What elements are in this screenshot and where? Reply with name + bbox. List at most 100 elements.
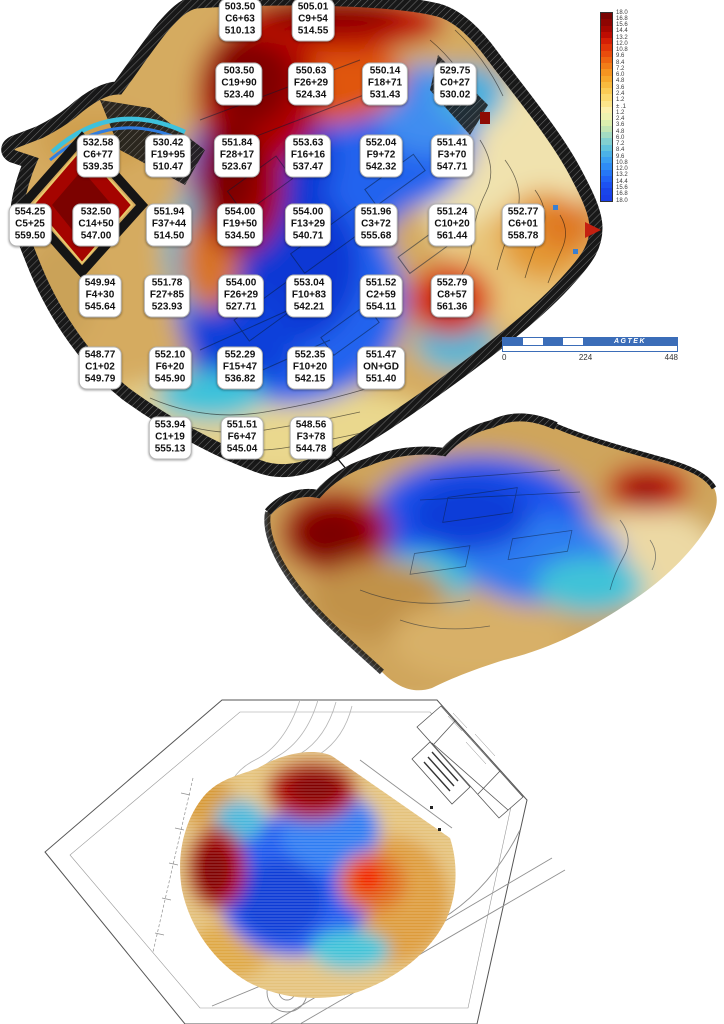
legend-tick: 13.2 xyxy=(616,172,628,179)
legend-band xyxy=(601,50,612,57)
legend-tick: 16.8 xyxy=(616,191,628,198)
title-block xyxy=(411,705,524,819)
station-data-label: 548.77 C1+02 549.79 xyxy=(78,346,122,390)
station-data-label: 551.94 F37+44 514.50 xyxy=(145,203,193,247)
legend-band xyxy=(601,150,612,158)
station-data-label: 553.04 F10+83 542.21 xyxy=(285,274,333,318)
agtek-logo: AGTEK xyxy=(583,338,677,345)
site-plan-sheet xyxy=(44,699,566,1024)
station-data-label: 551.52 C2+59 554.11 xyxy=(359,274,403,318)
legend-band xyxy=(601,88,612,95)
legend-band xyxy=(601,106,612,114)
iso-pad-outlines xyxy=(359,469,656,630)
legend-tick: 15.6 xyxy=(616,22,628,29)
legend-band xyxy=(601,94,612,101)
legend-tick: 2.4 xyxy=(616,116,625,123)
station-data-label: 552.35 F10+20 542.15 xyxy=(286,346,334,390)
legend-band xyxy=(601,63,612,70)
legend-tick: 3.6 xyxy=(616,84,625,91)
legend-tick: 13.2 xyxy=(616,34,628,41)
legend-tick: 10.8 xyxy=(616,47,628,54)
scale-bar-lower-band xyxy=(502,346,678,352)
map-hatched-rim xyxy=(1,0,603,477)
station-data-label: 549.94 F4+30 545.64 xyxy=(78,274,122,318)
legend-tick: 6.0 xyxy=(616,134,625,141)
station-data-label: 551.96 C3+72 555.68 xyxy=(354,203,398,247)
legend-color-bar xyxy=(600,12,613,202)
scale-cell xyxy=(563,338,583,345)
legend-tick: 8.4 xyxy=(616,147,625,154)
legend-band xyxy=(601,69,612,76)
legend-band xyxy=(601,182,612,189)
legend-tick: 14.4 xyxy=(616,178,628,185)
legend-band xyxy=(601,75,612,82)
legend-tick: 14.4 xyxy=(616,28,628,35)
scale-bar: AGTEK 0 224 448 xyxy=(502,337,678,362)
station-data-label: 551.47 ON+GD 551.40 xyxy=(357,346,405,390)
legend-band xyxy=(601,163,612,170)
red-marker xyxy=(480,112,490,124)
legend-tick: 6.0 xyxy=(616,72,625,79)
station-data-label: 552.79 C8+57 561.36 xyxy=(430,274,474,318)
legend-band xyxy=(601,144,612,151)
legend-band xyxy=(601,132,612,139)
station-data-label: 553.94 C1+19 555.13 xyxy=(148,416,192,460)
legend-band xyxy=(601,194,612,201)
legend-band xyxy=(601,169,612,176)
scale-tick: 448 xyxy=(664,353,678,362)
legend-tick: 7.2 xyxy=(616,65,625,72)
legend-tick: ± .1 xyxy=(616,103,626,110)
station-data-label: 532.50 C14+50 547.00 xyxy=(72,203,120,247)
station-data-label: 551.51 F6+47 545.04 xyxy=(220,416,264,460)
station-data-label: 548.56 F3+78 544.78 xyxy=(289,416,333,460)
handle-marker xyxy=(573,249,578,254)
scale-cell xyxy=(523,338,543,345)
legend-band xyxy=(601,81,612,89)
station-data-label: 532.58 C6+77 539.35 xyxy=(76,134,120,178)
legend-band xyxy=(601,113,612,120)
station-data-label: 503.50 C19+90 523.40 xyxy=(215,62,263,106)
legend-tick: 8.4 xyxy=(616,59,625,66)
station-data-label: 529.75 C0+27 530.02 xyxy=(433,62,477,106)
legend-band xyxy=(601,44,612,51)
station-data-label: 552.29 F15+47 536.82 xyxy=(216,346,264,390)
handle-marker xyxy=(553,205,558,210)
legend-band xyxy=(601,25,612,32)
scale-tick: 0 xyxy=(502,353,507,362)
legend-tick: 18.0 xyxy=(616,197,628,204)
station-label-layer: 503.50 C6+63 510.13 505.01 C9+54 514.55 503.50… xyxy=(0,0,724,470)
legend-tick: 18.0 xyxy=(616,9,628,16)
legend-band xyxy=(601,125,612,133)
legend-tick-labels: 18.0 16.8 15.6 14.4 13.2 12.0 10.8 9.6 8.4 7.2 6.0… xyxy=(616,9,650,204)
right-tip-arrow xyxy=(585,222,601,238)
scale-tick: 224 xyxy=(578,353,593,362)
legend-tick: 12.0 xyxy=(616,166,628,173)
station-data-label: 551.84 F28+17 523.67 xyxy=(213,134,261,178)
legend-band xyxy=(601,138,612,145)
scale-bar-checker: AGTEK xyxy=(502,337,678,346)
legend-band xyxy=(601,100,612,107)
station-data-label: 554.25 C5+25 559.50 xyxy=(8,203,52,247)
legend-tick: 1.2 xyxy=(616,109,625,116)
legend-tick: 9.6 xyxy=(616,153,625,160)
legend-tick: 10.8 xyxy=(616,159,628,166)
station-data-label: 550.14 F18+71 531.43 xyxy=(361,62,409,106)
cut-fill-legend: 18.0 16.8 15.6 14.4 13.2 12.0 10.8 9.6 8.4 7.2 6.0… xyxy=(600,9,650,204)
legend-band xyxy=(601,31,612,39)
legend-tick: 9.6 xyxy=(616,53,625,60)
legend-band xyxy=(601,175,612,183)
station-data-label: 551.41 F3+70 547.71 xyxy=(430,134,474,178)
legend-band xyxy=(601,157,612,164)
station-data-label: 554.00 F19+50 534.50 xyxy=(216,203,264,247)
legend-band xyxy=(601,119,612,126)
station-data-label: 505.01 C9+54 514.55 xyxy=(291,0,335,42)
station-data-label: 551.24 C10+20 561.44 xyxy=(428,203,476,247)
station-data-label: 554.00 F13+29 540.71 xyxy=(284,203,332,247)
station-data-label: 552.10 F6+20 545.90 xyxy=(148,346,192,390)
legend-tick: 4.8 xyxy=(616,128,625,135)
legend-tick: 15.6 xyxy=(616,184,628,191)
legend-tick: 16.8 xyxy=(616,15,628,22)
scale-cell xyxy=(503,338,523,345)
